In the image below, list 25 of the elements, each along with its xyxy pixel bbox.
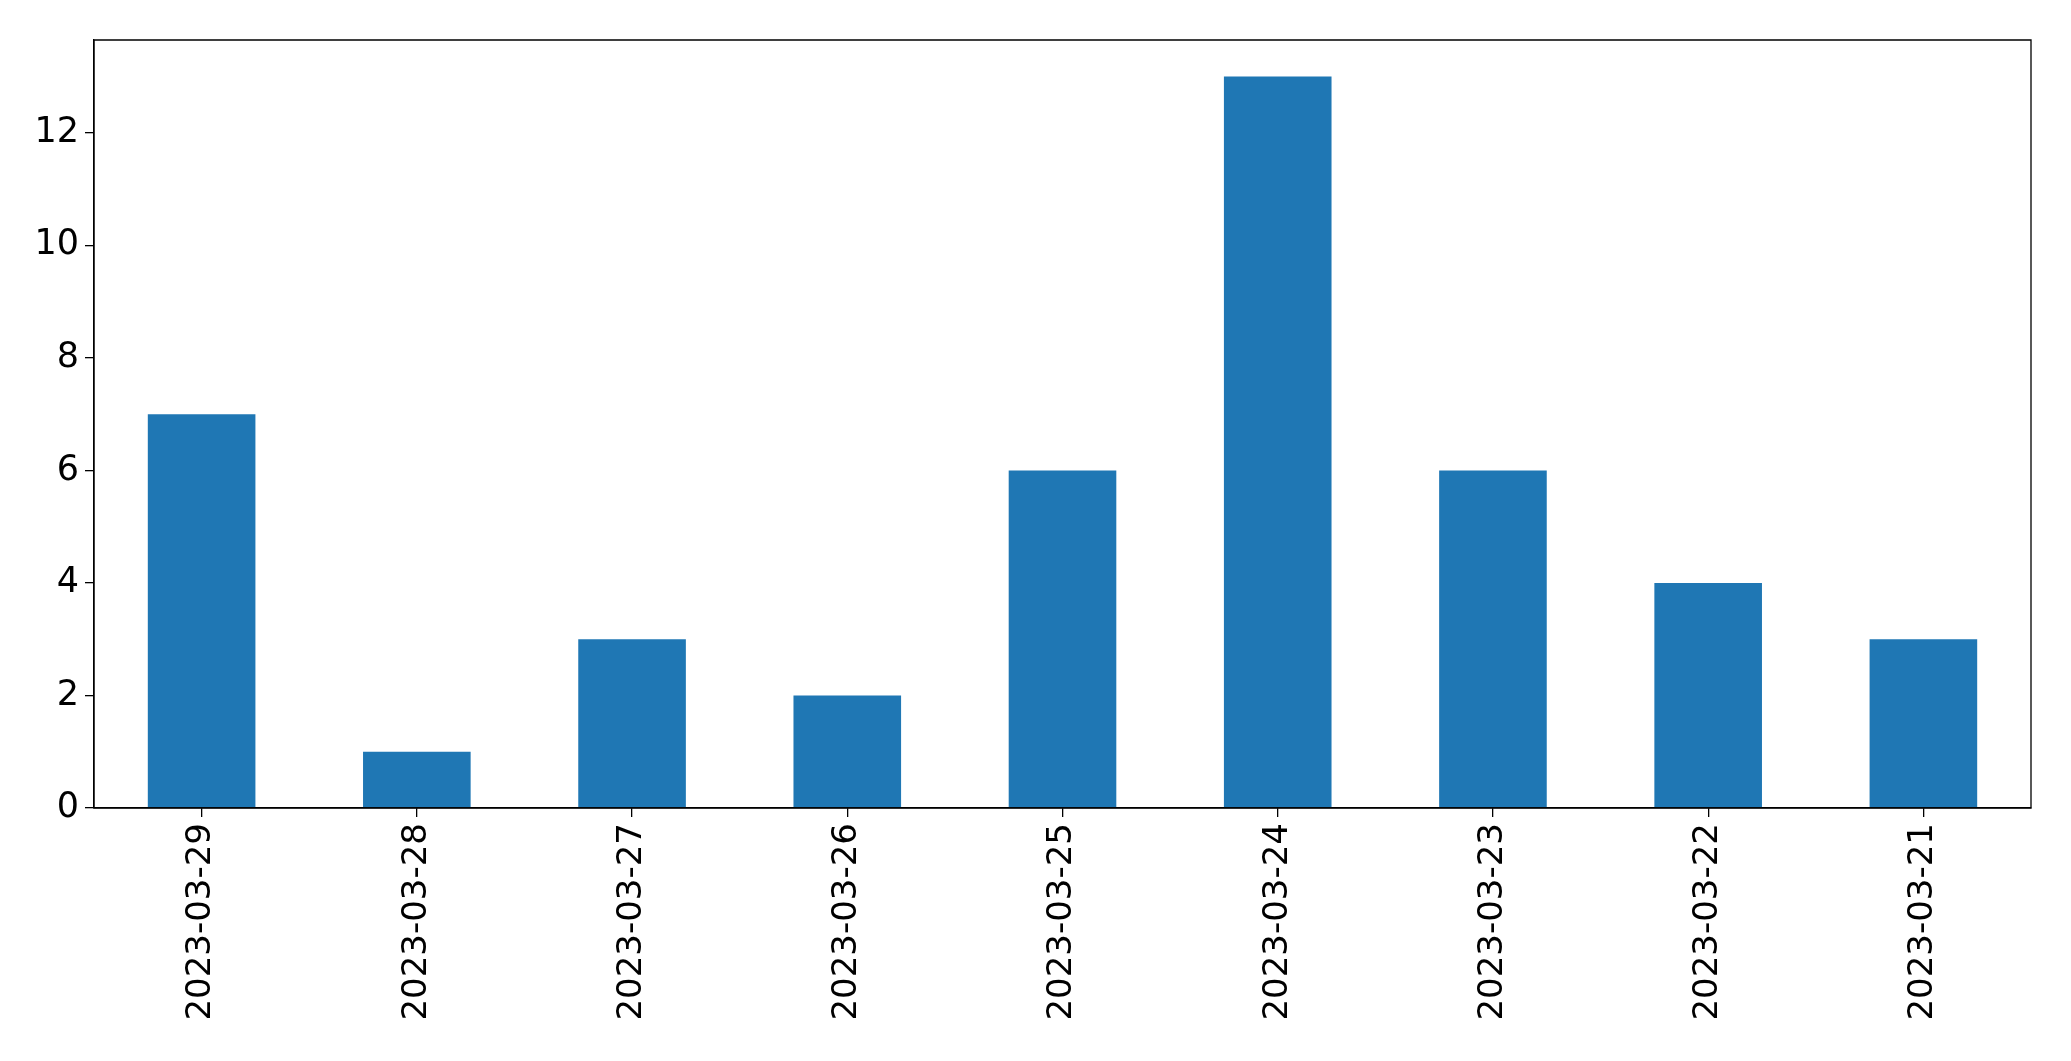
x-tick-label: 2023-03-21 xyxy=(1900,823,1941,1021)
y-tick-label: 0 xyxy=(56,785,79,826)
x-tick-label: 2023-03-27 xyxy=(608,823,649,1021)
y-tick-label: 4 xyxy=(56,560,79,601)
x-tick-label: 2023-03-22 xyxy=(1684,823,1725,1021)
bar xyxy=(1439,470,1547,808)
bar xyxy=(363,751,471,808)
y-tick-label: 2 xyxy=(56,672,79,713)
bar xyxy=(578,639,686,808)
bar xyxy=(1223,76,1332,808)
bar xyxy=(147,414,256,808)
x-tick-label: 2023-03-28 xyxy=(393,823,434,1021)
bar xyxy=(1869,639,1978,808)
y-tick-label: 8 xyxy=(56,334,79,375)
x-tick-label: 2023-03-25 xyxy=(1039,823,1080,1021)
x-tick-label: 2023-03-23 xyxy=(1469,823,1510,1021)
bar xyxy=(1008,470,1117,808)
bar xyxy=(1654,582,1762,808)
bar xyxy=(793,695,902,808)
x-tick-label: 2023-03-29 xyxy=(178,823,219,1021)
x-tick-label: 2023-03-24 xyxy=(1254,823,1295,1021)
x-tick-label: 2023-03-26 xyxy=(824,823,865,1021)
y-tick-label: 6 xyxy=(56,447,79,488)
y-tick-label: 12 xyxy=(34,109,79,150)
y-tick-label: 10 xyxy=(34,222,79,263)
